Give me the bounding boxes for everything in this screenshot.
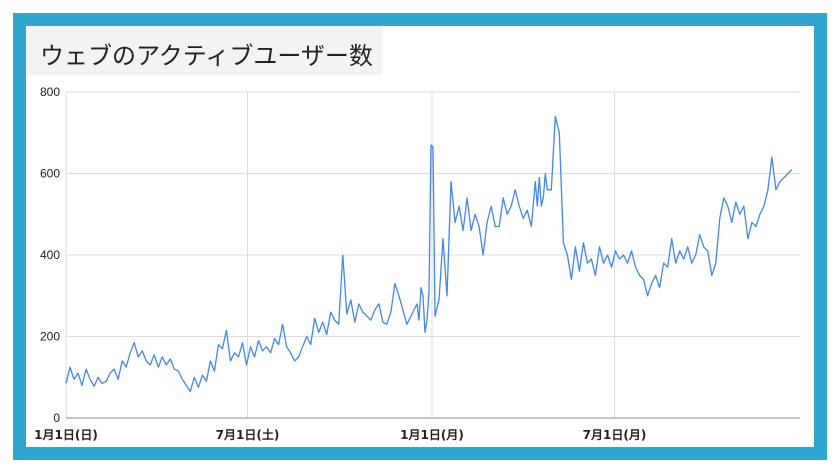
x-tick-label: 7月1日(土) xyxy=(216,427,280,442)
y-tick-label: 200 xyxy=(40,330,60,344)
x-axis-ticks: 1月1日(日) 7月1日(土) 1月1日(月) 7月1日(月) xyxy=(34,427,646,442)
chart-title: ウェブのアクティブユーザー数 xyxy=(40,42,373,70)
y-tick-label: 400 xyxy=(40,248,60,262)
line-chart: 0 200 400 600 800 1月1日(日) 7月1日(土) 1月1日(月) 7月1日(… xyxy=(34,85,800,442)
chart-title-box: ウェブのアクティブユーザー数 xyxy=(26,26,382,75)
chart-card: ウェブのアクティブユーザー数 0 200 400 600 800 1月1日(日) 7月1日… xyxy=(26,26,814,447)
x-tick-label: 1月1日(日) xyxy=(34,428,98,442)
chart-frame: ウェブのアクティブユーザー数 0 200 400 600 800 1月1日(日) 7月1日… xyxy=(13,13,827,460)
series-line xyxy=(65,115,793,393)
y-tick-label: 600 xyxy=(40,167,60,181)
y-tick-label: 800 xyxy=(40,85,60,99)
x-tick-label: 7月1日(月) xyxy=(583,428,647,442)
y-axis-ticks: 0 200 400 600 800 xyxy=(40,85,60,425)
x-tick-label: 1月1日(月) xyxy=(400,428,464,442)
y-tick-label: 0 xyxy=(53,411,60,425)
